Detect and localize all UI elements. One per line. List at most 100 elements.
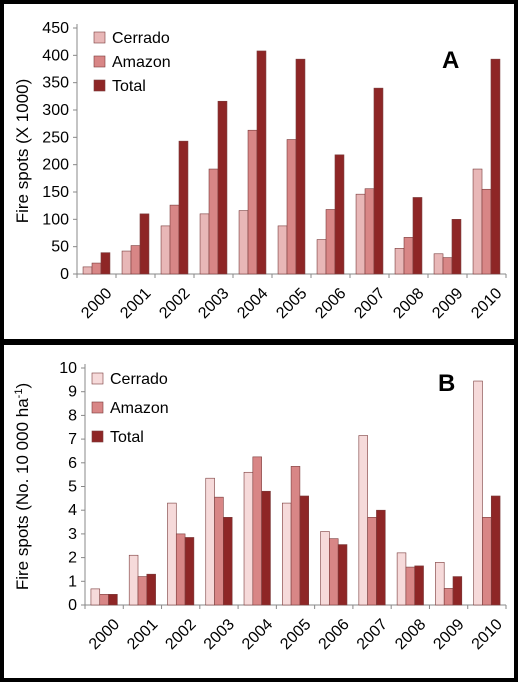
bar-cerrado-2001 [121, 250, 132, 275]
y-tick-label: 300 [42, 102, 69, 119]
bar-amazon-2008 [405, 566, 416, 606]
legend-swatch-amazon [93, 55, 106, 68]
x-tick-label: 2008 [392, 616, 429, 653]
bar-amazon-2007 [367, 517, 377, 606]
y-axis-title: Fire spots (No. 10 000 ha-1) [13, 383, 32, 590]
bar-total-2010 [490, 58, 501, 275]
panel-label: A [442, 47, 459, 74]
bar-cerrado-2009 [433, 253, 444, 275]
bar-total-2008 [414, 565, 424, 606]
x-tick-label: 2010 [468, 285, 505, 322]
legend-swatch-cerrado [93, 31, 106, 44]
bar-total-2000 [108, 594, 118, 606]
x-tick-label: 2000 [78, 285, 115, 322]
bar-amazon-2006 [329, 538, 339, 606]
x-tick-label: 2006 [312, 285, 349, 322]
legend-swatch-amazon [91, 401, 104, 414]
y-tick-label: 4 [68, 502, 77, 519]
y-tick-label: 5 [68, 479, 77, 496]
x-tick-label: 2008 [390, 285, 427, 322]
x-tick-label: 2003 [201, 616, 238, 653]
x-tick-label: 2007 [354, 616, 391, 653]
bar-total-2000 [100, 252, 111, 275]
bar-total-2009 [451, 219, 462, 275]
y-tick-label: 7 [68, 431, 77, 448]
bar-total-2003 [223, 517, 233, 606]
bar-cerrado-2006 [316, 239, 327, 275]
y-tick-label: 350 [42, 75, 69, 92]
bar-amazon-2005 [290, 466, 301, 606]
legend-swatch-cerrado [91, 372, 104, 385]
x-tick-label: 2009 [430, 616, 467, 653]
bar-amazon-2003 [208, 168, 219, 275]
bar-total-2005 [295, 58, 306, 275]
y-tick-label: 0 [68, 597, 77, 614]
legend-label-total: Total [112, 78, 146, 95]
bar-cerrado-2010 [473, 380, 483, 606]
x-tick-label: 2007 [351, 285, 388, 322]
bar-amazon-2009 [442, 257, 453, 275]
y-tick-label: 10 [59, 360, 77, 377]
bar-amazon-2008 [403, 237, 414, 275]
bar-total-2003 [217, 100, 228, 275]
x-tick-label: 2003 [195, 285, 232, 322]
legend-swatch-total [91, 430, 104, 443]
bar-cerrado-2010 [472, 168, 483, 275]
bar-cerrado-2008 [396, 552, 407, 606]
x-tick-label: 2001 [124, 616, 161, 653]
x-tick-label: 2005 [273, 285, 310, 322]
bar-total-2009 [452, 576, 463, 606]
bar-total-2005 [299, 495, 310, 606]
bar-cerrado-2003 [199, 213, 210, 275]
bar-amazon-2006 [325, 209, 336, 275]
bar-cerrado-2001 [128, 554, 139, 606]
bar-cerrado-2000 [90, 588, 101, 606]
bar-total-2007 [373, 87, 384, 275]
legend-swatch-total [93, 79, 106, 92]
chart-b: 0 1 2 3 4 5 6 7 8 9 10 2000 2001 2002 2003 2004 2005 2006… [13, 360, 507, 653]
bar-cerrado-2005 [277, 225, 288, 275]
bar-cerrado-2005 [281, 502, 292, 606]
bar-total-2004 [256, 50, 267, 275]
bar-cerrado-2008 [394, 248, 405, 275]
bar-amazon-2003 [214, 496, 224, 606]
y-tick-label: 450 [42, 20, 69, 37]
y-tick-label: 6 [68, 455, 77, 472]
bar-cerrado-2002 [167, 502, 177, 606]
x-tick-label: 2001 [117, 285, 154, 322]
chart-panel-a: 0 50 100 150 200 250 300 350 400 450 2000 2001 2002 2… [4, 4, 514, 339]
bar-cerrado-2004 [243, 471, 254, 606]
y-tick-label: 150 [42, 184, 69, 201]
bar-cerrado-2002 [160, 225, 171, 275]
legend-label-total: Total [110, 429, 144, 446]
bar-amazon-2004 [247, 129, 258, 275]
bar-amazon-2009 [443, 588, 454, 606]
x-tick-label: 2010 [469, 616, 506, 653]
x-tick-label: 2006 [316, 616, 353, 653]
bar-cerrado-2006 [320, 531, 330, 606]
y-axis-title: Fire spots (X 1000) [13, 79, 32, 224]
bar-amazon-2001 [130, 245, 141, 275]
y-tick-label: 0 [60, 266, 69, 283]
bar-cerrado-2000 [82, 266, 93, 275]
bar-total-2002 [184, 537, 195, 606]
bar-total-2001 [146, 573, 156, 606]
x-tick-label: 2002 [156, 285, 193, 322]
y-tick-label: 2 [68, 550, 77, 567]
bar-amazon-2000 [99, 594, 109, 606]
legend-label-cerrado: Cerrado [112, 30, 170, 47]
bar-total-2006 [337, 544, 348, 606]
bar-total-2008 [412, 197, 423, 275]
bar-amazon-2010 [481, 188, 492, 275]
bar-total-2004 [261, 490, 271, 606]
bar-total-2002 [178, 140, 189, 275]
legend-label-cerrado: Cerrado [110, 371, 168, 388]
bar-amazon-2000 [91, 262, 102, 275]
bar-amazon-2005 [286, 139, 297, 275]
y-tick-label: 250 [42, 129, 69, 146]
y-tick-label: 9 [68, 384, 77, 401]
y-tick-label: 1 [68, 573, 77, 590]
y-tick-label: 50 [51, 239, 69, 256]
x-tick-label: 2005 [277, 616, 314, 653]
